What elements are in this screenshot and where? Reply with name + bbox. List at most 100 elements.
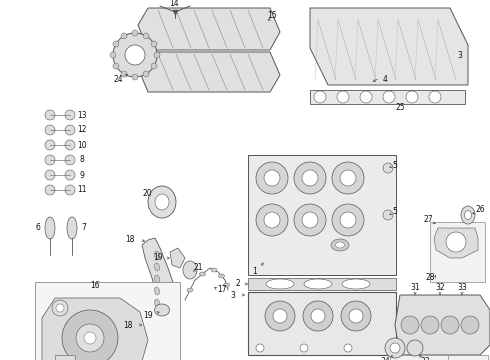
- Polygon shape: [395, 295, 490, 355]
- Bar: [430, 222, 485, 282]
- Circle shape: [151, 63, 157, 69]
- Circle shape: [132, 74, 138, 80]
- Text: 33: 33: [457, 284, 467, 292]
- Ellipse shape: [154, 299, 160, 307]
- Ellipse shape: [199, 272, 205, 276]
- Circle shape: [383, 163, 393, 173]
- Text: 34: 34: [380, 357, 390, 360]
- Ellipse shape: [266, 279, 294, 289]
- Text: 18: 18: [123, 320, 133, 329]
- Ellipse shape: [154, 251, 160, 259]
- Ellipse shape: [187, 288, 193, 292]
- Text: 5: 5: [392, 207, 397, 216]
- Bar: [35, 282, 180, 360]
- Circle shape: [113, 33, 157, 77]
- Circle shape: [407, 340, 423, 356]
- Circle shape: [332, 162, 364, 194]
- Circle shape: [337, 91, 349, 103]
- Text: 9: 9: [79, 171, 84, 180]
- Polygon shape: [42, 298, 148, 360]
- Circle shape: [143, 33, 149, 39]
- Text: 1: 1: [253, 267, 257, 276]
- Ellipse shape: [331, 239, 349, 251]
- Circle shape: [300, 344, 308, 352]
- Circle shape: [273, 309, 287, 323]
- Circle shape: [294, 162, 326, 194]
- Circle shape: [388, 344, 396, 352]
- Circle shape: [76, 324, 104, 352]
- Text: 12: 12: [77, 126, 87, 135]
- Ellipse shape: [304, 279, 332, 289]
- Circle shape: [56, 304, 64, 312]
- Circle shape: [421, 316, 439, 334]
- Circle shape: [65, 185, 75, 195]
- Ellipse shape: [219, 274, 224, 278]
- Text: 15: 15: [267, 10, 277, 19]
- Polygon shape: [248, 278, 396, 290]
- Bar: [55, 355, 75, 360]
- Text: 2: 2: [236, 279, 241, 288]
- Circle shape: [151, 41, 157, 47]
- Circle shape: [406, 91, 418, 103]
- Circle shape: [311, 309, 325, 323]
- Circle shape: [264, 212, 280, 228]
- Circle shape: [385, 338, 405, 358]
- Circle shape: [401, 316, 419, 334]
- Text: 16: 16: [90, 280, 100, 289]
- Ellipse shape: [465, 211, 471, 220]
- Circle shape: [121, 71, 127, 77]
- Ellipse shape: [45, 217, 55, 239]
- Circle shape: [132, 30, 138, 36]
- Circle shape: [52, 300, 68, 316]
- Text: 25: 25: [395, 104, 405, 112]
- Circle shape: [360, 91, 372, 103]
- Circle shape: [256, 162, 288, 194]
- Polygon shape: [434, 228, 478, 258]
- Polygon shape: [138, 52, 280, 92]
- Text: 19: 19: [143, 310, 153, 320]
- Text: 21: 21: [193, 264, 203, 273]
- Circle shape: [65, 155, 75, 165]
- Bar: [310, 90, 465, 104]
- Text: 19: 19: [153, 253, 163, 262]
- Text: 5: 5: [392, 161, 397, 170]
- Circle shape: [62, 310, 118, 360]
- Polygon shape: [138, 318, 165, 338]
- Text: 10: 10: [77, 140, 87, 149]
- Ellipse shape: [154, 263, 160, 271]
- Bar: [448, 355, 488, 360]
- Circle shape: [344, 344, 352, 352]
- Circle shape: [256, 344, 264, 352]
- Circle shape: [302, 170, 318, 186]
- Circle shape: [264, 170, 280, 186]
- Ellipse shape: [183, 261, 197, 279]
- Bar: [390, 355, 470, 360]
- Text: 4: 4: [383, 76, 388, 85]
- Circle shape: [65, 140, 75, 150]
- Polygon shape: [170, 248, 185, 268]
- Circle shape: [45, 125, 55, 135]
- Circle shape: [113, 41, 119, 47]
- Circle shape: [84, 332, 96, 344]
- Circle shape: [121, 33, 127, 39]
- Ellipse shape: [336, 242, 344, 248]
- Circle shape: [265, 301, 295, 331]
- Text: 24: 24: [113, 76, 123, 85]
- Ellipse shape: [154, 275, 160, 283]
- Circle shape: [154, 52, 160, 58]
- Circle shape: [113, 63, 119, 69]
- Circle shape: [143, 71, 149, 77]
- Text: 18: 18: [125, 235, 135, 244]
- Text: 8: 8: [80, 156, 84, 165]
- Circle shape: [446, 232, 466, 252]
- Polygon shape: [142, 238, 178, 318]
- Circle shape: [45, 185, 55, 195]
- Ellipse shape: [155, 194, 169, 210]
- Text: 23: 23: [420, 357, 430, 360]
- Circle shape: [332, 204, 364, 236]
- Circle shape: [45, 110, 55, 120]
- Circle shape: [45, 155, 55, 165]
- Text: 32: 32: [435, 284, 445, 292]
- Circle shape: [461, 316, 479, 334]
- Circle shape: [45, 170, 55, 180]
